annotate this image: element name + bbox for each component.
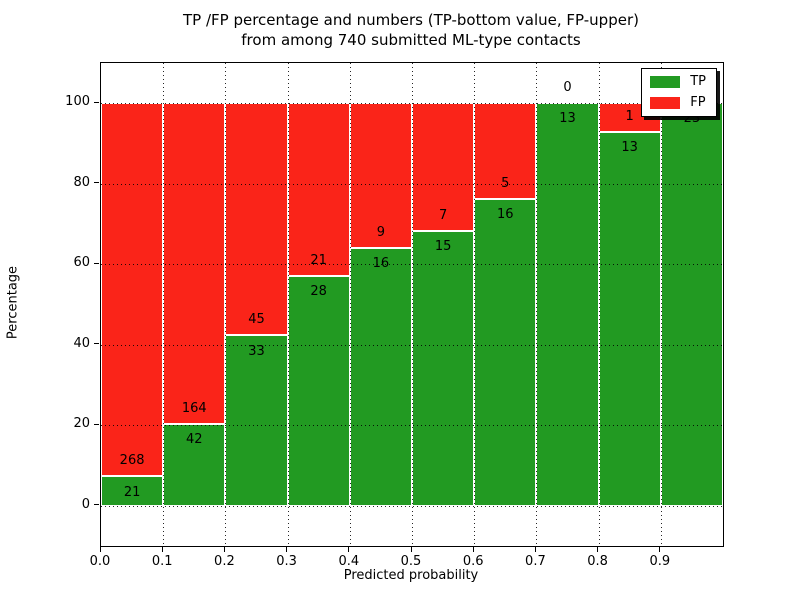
x-tick-label: 0.8 xyxy=(587,554,608,569)
x-tick-label: 0.4 xyxy=(338,554,360,569)
legend-entry-fp: FP xyxy=(650,96,706,110)
bar-value-label-fp: 21 xyxy=(310,252,327,268)
bar-value-label-tp: 16 xyxy=(497,207,514,223)
x-tick-label: 0.3 xyxy=(276,554,297,569)
legend-label-tp: TP xyxy=(690,74,706,89)
bar-value-label-tp: 28 xyxy=(310,283,327,299)
y-tick-label: 40 xyxy=(73,335,90,351)
x-tick-mark xyxy=(597,547,599,552)
bar-value-label-fp: 45 xyxy=(248,312,265,328)
x-tick-label: 0.6 xyxy=(462,554,484,569)
y-tick-label: 80 xyxy=(73,174,90,190)
bar-value-label-fp: 1 xyxy=(625,108,634,124)
x-tick-mark xyxy=(286,547,288,552)
chart-title: TP /FP percentage and numbers (TP-bottom… xyxy=(100,10,722,50)
legend: TP FP xyxy=(641,68,717,117)
bar-value-label-fp: 0 xyxy=(563,80,572,96)
bar-value-label-tp: 13 xyxy=(621,140,638,156)
bar-segment-tp xyxy=(660,103,723,506)
gridline-vertical xyxy=(474,63,476,546)
x-tick-mark xyxy=(534,547,537,552)
x-tick-mark xyxy=(99,547,101,552)
gridline-vertical xyxy=(349,63,351,546)
gridline-vertical xyxy=(412,63,413,546)
bar-value-label-tp: 33 xyxy=(248,343,265,359)
bar-segment-fp xyxy=(225,103,288,336)
bar-segment-tp xyxy=(536,103,599,506)
x-axis-label: Predicted probability xyxy=(343,568,479,583)
bar-value-label-fp: 7 xyxy=(438,208,448,224)
bar-segment-tp xyxy=(101,476,164,506)
y-tick-label: 60 xyxy=(73,255,90,271)
bar-segment-tp xyxy=(349,248,412,506)
y-tick-label: 20 xyxy=(73,416,90,432)
x-tick-label: 0.5 xyxy=(400,554,422,569)
y-tick-mark xyxy=(94,101,99,103)
gridline-vertical xyxy=(225,63,227,546)
bar-value-label-fp: 164 xyxy=(181,400,207,416)
bar-segment-fp xyxy=(287,103,350,276)
legend-swatch-tp-icon xyxy=(650,76,681,88)
bar-segment-tp xyxy=(225,335,288,506)
bar-value-label-fp: 268 xyxy=(119,453,145,469)
y-axis-label: Percentage xyxy=(5,265,21,340)
bar-segment-tp xyxy=(598,131,661,506)
y-tick-mark xyxy=(94,423,99,425)
x-tick-mark xyxy=(659,547,661,552)
y-tick-mark xyxy=(94,182,99,184)
y-tick-mark xyxy=(94,504,99,506)
gridline-vertical xyxy=(287,63,289,546)
x-tick-label: 0.9 xyxy=(649,554,671,569)
x-tick-label: 0.7 xyxy=(525,554,546,569)
gridline-vertical xyxy=(163,63,165,546)
bar-segment-tp xyxy=(412,231,475,506)
x-tick-label: 0.0 xyxy=(89,554,111,569)
y-tick-label: 0 xyxy=(81,496,90,512)
x-tick-mark xyxy=(161,547,163,552)
bar-value-label-fp: 9 xyxy=(376,225,386,241)
x-tick-label: 0.2 xyxy=(214,554,235,569)
bar-segment-fp xyxy=(474,103,537,200)
bar-value-label-tp: 13 xyxy=(559,111,576,127)
x-tick-mark xyxy=(410,547,412,552)
bar-value-label-tp: 16 xyxy=(372,256,390,272)
legend-entry-tp: TP xyxy=(650,75,706,89)
bar-segment-fp xyxy=(163,103,226,424)
plot-area: 268211644245332128916715516013113023 TP … xyxy=(100,62,724,547)
gridline-vertical xyxy=(598,63,600,546)
legend-label-fp: FP xyxy=(690,95,706,110)
legend-swatch-fp-icon xyxy=(650,97,681,109)
bar-value-label-fp: 5 xyxy=(501,176,510,192)
bar-segment-fp xyxy=(412,103,475,232)
bar-value-label-tp: 15 xyxy=(434,239,452,255)
x-tick-mark xyxy=(472,547,474,552)
y-tick-mark xyxy=(94,262,99,264)
x-tick-mark xyxy=(348,547,350,552)
x-tick-label: 0.1 xyxy=(151,554,173,569)
bar-value-label-tp: 21 xyxy=(123,484,141,500)
y-tick-mark xyxy=(94,343,99,345)
bar-segment-tp xyxy=(474,199,537,506)
gridline-vertical xyxy=(536,63,538,546)
x-tick-mark xyxy=(223,547,226,552)
y-tick-label: 100 xyxy=(65,94,90,110)
bar-segment-fp xyxy=(101,103,164,477)
bar-value-label-tp: 42 xyxy=(186,431,203,447)
bar-segment-fp xyxy=(349,103,412,249)
chart-title-line2: from among 740 submitted ML-type contact… xyxy=(241,31,581,49)
bar-segment-tp xyxy=(287,275,350,506)
gridline-vertical xyxy=(660,63,662,546)
chart-title-line1: TP /FP percentage and numbers (TP-bottom… xyxy=(183,11,639,29)
